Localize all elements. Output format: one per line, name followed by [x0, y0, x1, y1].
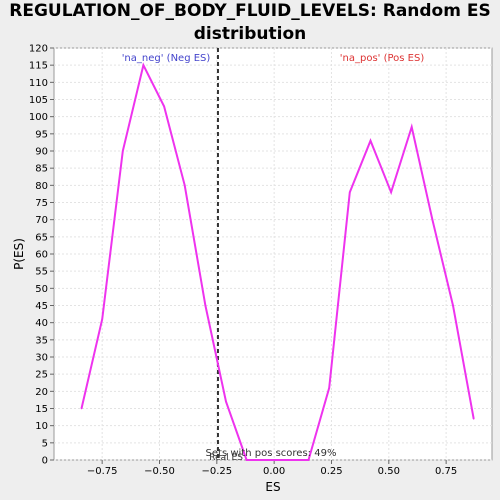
neg-es-label: 'na_neg' (Neg ES) — [122, 53, 211, 64]
chart-title-line-2: distribution — [193, 24, 307, 44]
y-tick-label: 95 — [35, 129, 48, 140]
sets-with-pos-scores-label: Sets with pos scores: 49% — [206, 448, 337, 459]
x-tick-label: 0.25 — [320, 466, 342, 477]
data-point — [163, 105, 165, 108]
y-tick-label: 110 — [29, 78, 48, 89]
data-point — [390, 191, 392, 193]
grid — [54, 47, 492, 461]
real-es-label: Real ES — [209, 453, 243, 463]
y-tick-label: 115 — [29, 61, 48, 72]
data-point — [307, 459, 310, 461]
data-point — [204, 304, 207, 307]
y-tick-label: 85 — [35, 164, 48, 175]
y-tick-label: 80 — [35, 181, 48, 192]
data-point — [183, 184, 186, 187]
y-tick-label: 45 — [35, 301, 48, 312]
data-point — [369, 139, 372, 142]
y-tick-label: 55 — [35, 267, 48, 278]
data-point — [142, 64, 145, 66]
data-point — [225, 400, 227, 403]
y-tick-label: 5 — [42, 438, 48, 449]
x-axis-ticks: −0.75 −0.50 −0.25 0.00 0.25 0.50 0.75 — [87, 460, 457, 477]
y-tick-label: 15 — [35, 404, 48, 415]
y-tick-label: 90 — [35, 147, 48, 158]
chart-title: REGULATION_OF_BODY_FLUID_LEVELS: Random … — [0, 0, 500, 46]
y-tick-label: 120 — [29, 44, 48, 55]
x-tick-label: −0.25 — [201, 466, 232, 477]
x-tick-label: 0.00 — [263, 466, 285, 477]
series-line — [80, 62, 475, 461]
y-tick-label: 75 — [35, 198, 48, 209]
y-tick-label: 60 — [35, 250, 48, 261]
data-point — [245, 459, 248, 461]
data-point — [431, 218, 434, 221]
x-tick-label: 0.75 — [435, 466, 457, 477]
y-axis-label: P(ES) — [12, 238, 26, 270]
data-point — [472, 418, 475, 420]
data-point — [349, 191, 351, 193]
chart-title-line-1: REGULATION_OF_BODY_FLUID_LEVELS: Random … — [9, 1, 491, 21]
x-tick-label: −0.75 — [87, 466, 118, 477]
data-point — [452, 304, 454, 307]
x-tick-label: 0.50 — [378, 466, 400, 477]
y-tick-label: 10 — [35, 421, 48, 432]
x-tick-label: −0.50 — [144, 466, 175, 477]
y-tick-label: 65 — [35, 232, 48, 243]
data-point — [328, 387, 330, 389]
x-axis-label: ES — [265, 480, 280, 494]
y-tick-label: 20 — [35, 387, 48, 398]
y-tick-label: 30 — [35, 353, 48, 364]
pos-es-label: 'na_pos' (Pos ES) — [340, 53, 425, 64]
y-tick-label: 105 — [29, 95, 48, 106]
series-points — [80, 64, 475, 461]
data-point — [121, 150, 124, 152]
data-point — [410, 126, 413, 128]
y-tick-label: 50 — [35, 284, 48, 295]
y-tick-label: 0 — [42, 456, 48, 467]
y-tick-label: 100 — [29, 112, 48, 123]
y-tick-label: 35 — [35, 335, 48, 346]
y-tick-label: 70 — [35, 215, 48, 226]
data-point — [101, 318, 103, 321]
y-axis-ticks: 0 5 10 15 20 25 30 35 40 45 50 55 60 65 70 75 80 85 90 95 10… — [29, 44, 54, 467]
y-tick-label: 25 — [35, 370, 48, 381]
data-point — [266, 459, 269, 461]
y-tick-label: 40 — [35, 318, 48, 329]
data-point — [287, 459, 289, 461]
data-point — [80, 407, 83, 410]
